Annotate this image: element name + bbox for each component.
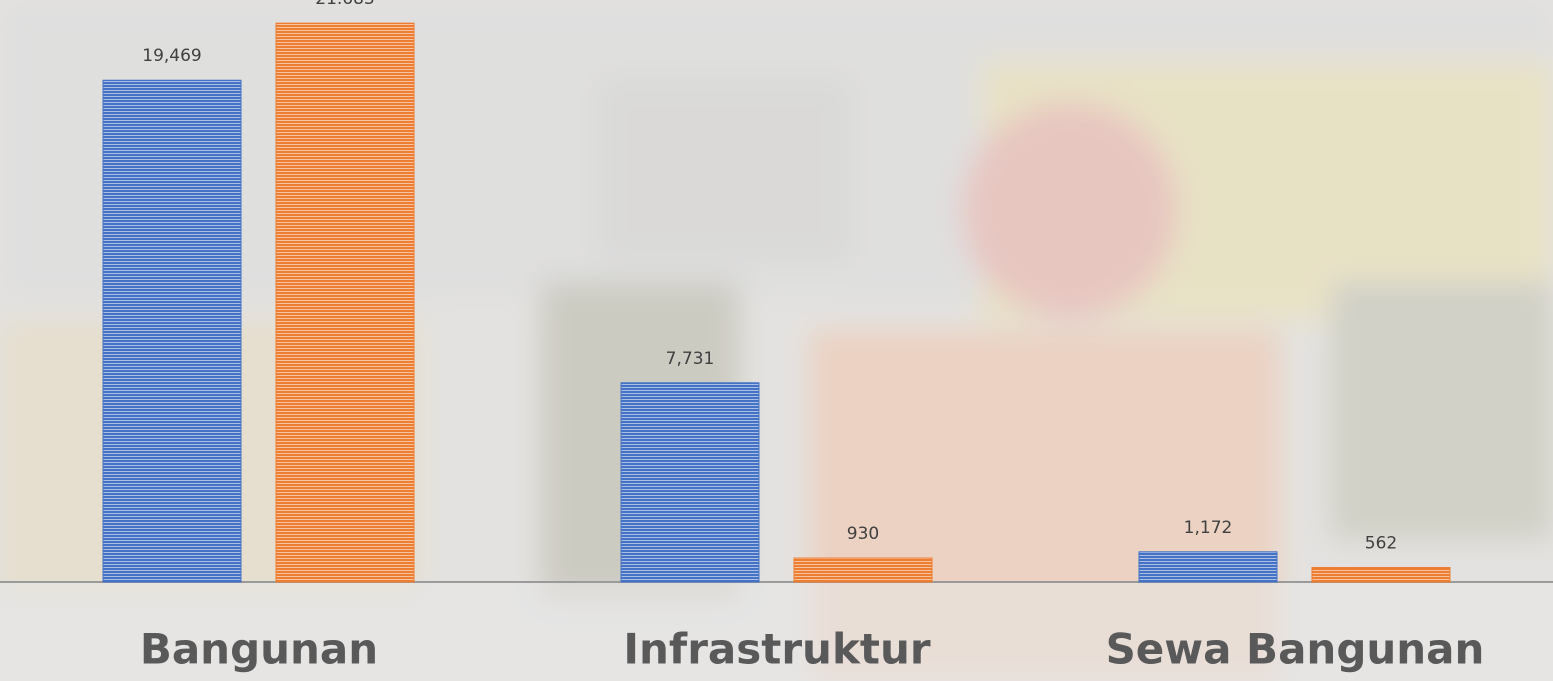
bar [1138,551,1278,583]
value-label: 21.683 [315,0,374,9]
value-label: 1,172 [1184,518,1233,538]
bar [275,22,415,583]
category-label: Infrastruktur [623,625,930,674]
bar [793,557,933,583]
category-label: Sewa Bangunan [1106,625,1485,674]
bar [102,79,242,583]
value-label: 930 [847,524,879,544]
value-label: 562 [1365,534,1397,554]
bar [620,382,760,583]
category-label: Bangunan [140,625,378,674]
value-label: 19,469 [142,46,201,66]
bar [1311,567,1451,583]
value-label: 7,731 [666,349,715,369]
